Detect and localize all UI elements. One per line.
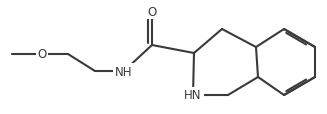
Text: O: O <box>147 5 157 18</box>
Text: O: O <box>37 48 47 61</box>
Text: HN: HN <box>184 89 202 102</box>
Text: NH: NH <box>115 65 133 78</box>
